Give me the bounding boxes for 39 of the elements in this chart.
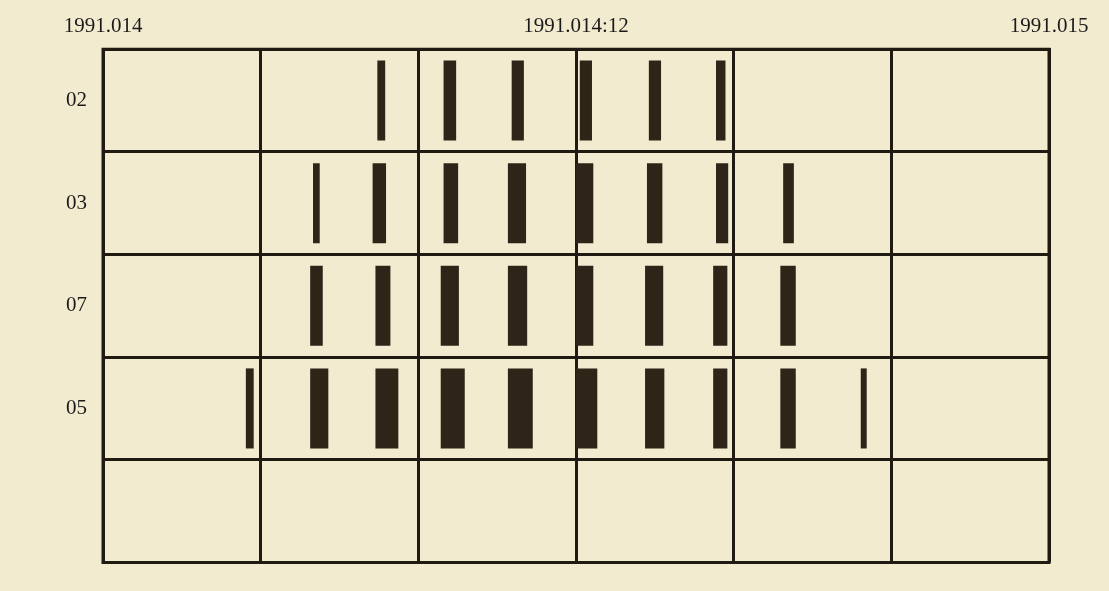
bar — [576, 368, 598, 449]
bar — [511, 60, 524, 141]
y-tick-label: 03 — [66, 189, 87, 214]
bar — [375, 265, 391, 346]
x-tick-label: 1991.015 — [1009, 13, 1089, 38]
bar — [780, 368, 796, 449]
bar — [646, 163, 663, 244]
bar — [783, 163, 794, 244]
bar — [310, 368, 329, 449]
bar — [713, 265, 728, 346]
bar — [579, 60, 592, 141]
bar — [507, 163, 527, 244]
y-tick-label: 07 — [66, 292, 87, 317]
bar — [716, 60, 726, 141]
bar — [377, 60, 386, 141]
bar — [443, 163, 459, 244]
bar — [440, 368, 465, 449]
y-tick-label: 02 — [66, 87, 87, 112]
bar — [245, 368, 254, 449]
bar — [372, 163, 387, 244]
bar — [375, 368, 399, 449]
bar — [443, 60, 457, 141]
bar — [645, 368, 665, 449]
bar — [576, 265, 594, 346]
bar — [713, 368, 728, 449]
x-tick-label: 1991.014 — [63, 13, 143, 38]
bar — [313, 163, 320, 244]
y-tick-label: 05 — [66, 394, 87, 419]
bar — [507, 265, 528, 346]
bar — [645, 265, 664, 346]
bar — [716, 163, 729, 244]
bar — [648, 60, 662, 141]
bar — [507, 368, 533, 449]
bar — [310, 265, 323, 346]
bar — [860, 368, 867, 449]
x-tick-label: 1991.014:12 — [523, 13, 629, 38]
bar — [440, 265, 459, 346]
bar — [576, 163, 594, 244]
bar — [780, 265, 796, 346]
